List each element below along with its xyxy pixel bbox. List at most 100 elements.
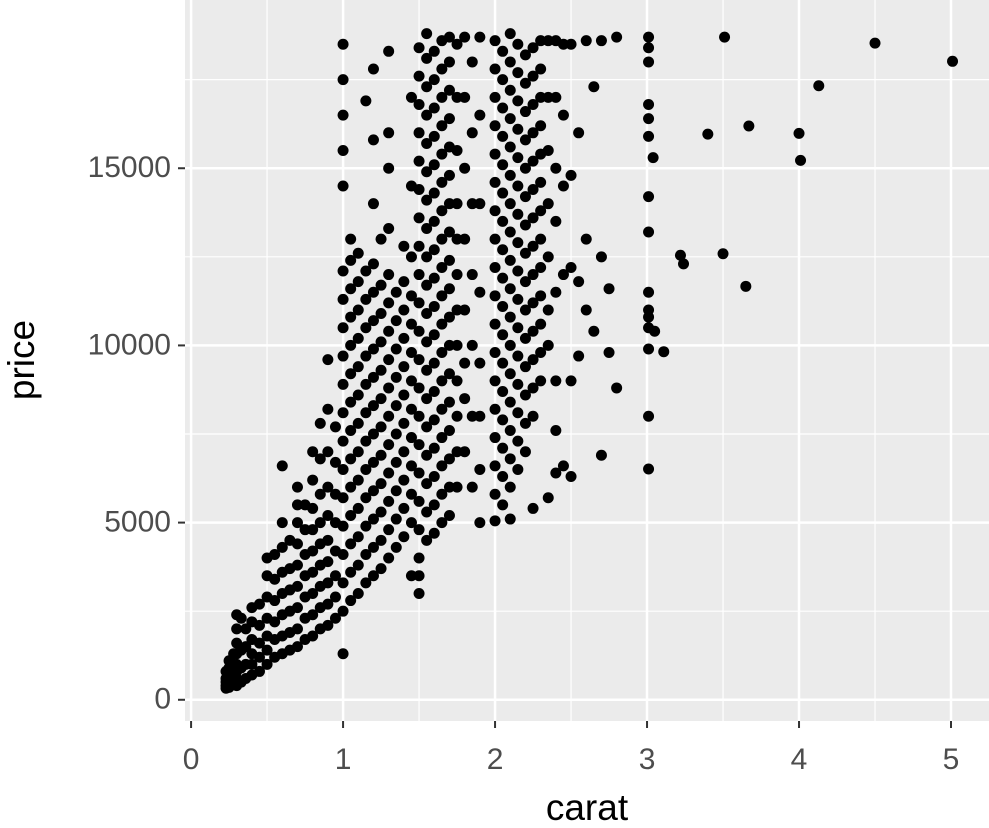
point [643, 226, 655, 238]
point [504, 198, 516, 210]
point [421, 166, 433, 178]
point [474, 463, 486, 475]
point [352, 417, 364, 429]
point [367, 258, 379, 270]
point [443, 424, 455, 436]
point [314, 453, 326, 465]
point [360, 350, 372, 362]
point [428, 215, 440, 227]
point [519, 77, 531, 89]
point [390, 456, 402, 468]
point [643, 42, 655, 54]
point [497, 385, 509, 397]
point [390, 315, 402, 327]
point [413, 269, 425, 281]
point [527, 212, 539, 224]
plot-panel [185, 0, 989, 721]
y-tick-label: 5000 [104, 506, 171, 539]
point [352, 304, 364, 316]
point [345, 566, 357, 578]
point [421, 336, 433, 348]
point [337, 350, 349, 362]
point [489, 35, 501, 47]
point [557, 460, 569, 472]
point [436, 120, 448, 132]
point [291, 517, 303, 529]
point [383, 222, 395, 234]
point [535, 347, 547, 359]
x-tick-label: 3 [639, 743, 656, 776]
point [497, 471, 509, 483]
point [643, 410, 655, 422]
point [542, 91, 554, 103]
point [451, 446, 463, 458]
point [512, 180, 524, 192]
point [504, 424, 516, 436]
point [337, 145, 349, 157]
point [519, 106, 531, 118]
point [519, 191, 531, 203]
point [451, 145, 463, 157]
point [322, 598, 334, 610]
point [474, 357, 486, 369]
point [375, 308, 387, 320]
point [443, 481, 455, 493]
point [413, 354, 425, 366]
point [360, 322, 372, 334]
point [436, 347, 448, 359]
point [519, 417, 531, 429]
point [466, 339, 478, 351]
point [595, 449, 607, 461]
point [428, 159, 440, 171]
point [413, 240, 425, 252]
point [413, 382, 425, 394]
point [719, 31, 731, 43]
point [352, 332, 364, 344]
point [443, 368, 455, 380]
point [459, 233, 471, 245]
point [345, 481, 357, 493]
point [443, 56, 455, 68]
point [428, 414, 440, 426]
point [527, 269, 539, 281]
point [436, 176, 448, 188]
point [466, 56, 478, 68]
point [405, 460, 417, 472]
point [375, 534, 387, 546]
point [291, 602, 303, 614]
point [421, 279, 433, 291]
point [504, 141, 516, 153]
point [519, 332, 531, 344]
point [360, 435, 372, 447]
point [337, 38, 349, 50]
point [428, 442, 440, 454]
point [307, 524, 319, 536]
point [421, 251, 433, 263]
y-tick-label: 15000 [88, 151, 171, 184]
point [428, 102, 440, 114]
point [489, 432, 501, 444]
point [542, 145, 554, 157]
x-axis-title: carat [546, 787, 629, 828]
point [337, 577, 349, 589]
point [489, 148, 501, 160]
point [527, 240, 539, 252]
point [512, 38, 524, 50]
point [352, 587, 364, 599]
point [443, 31, 455, 43]
point [235, 612, 247, 624]
x-tick-label: 4 [791, 743, 808, 776]
point [436, 432, 448, 444]
point [329, 421, 341, 433]
point [443, 226, 455, 238]
point [337, 322, 349, 334]
point [383, 45, 395, 57]
point [497, 329, 509, 341]
point [383, 439, 395, 451]
point [535, 375, 547, 387]
point [497, 159, 509, 171]
point [550, 467, 562, 479]
point [352, 247, 364, 259]
point [504, 84, 516, 96]
point [573, 127, 585, 139]
